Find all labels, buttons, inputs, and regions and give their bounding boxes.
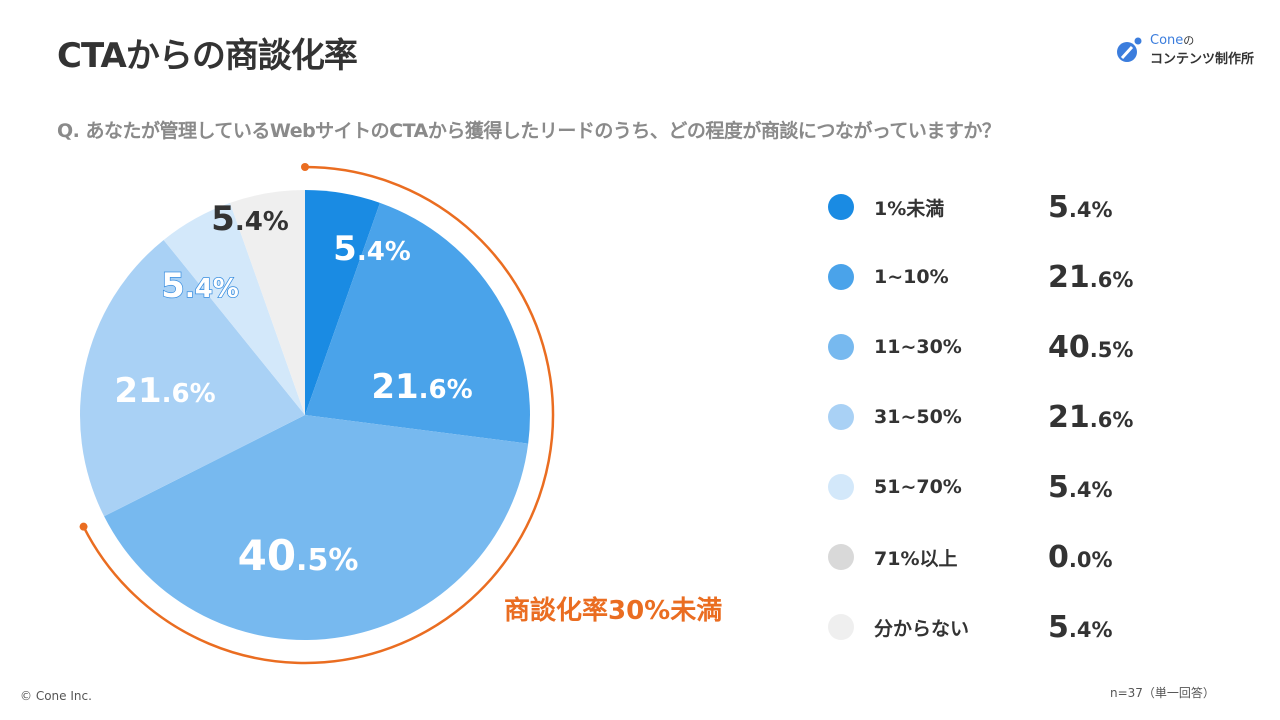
legend-swatch [828, 544, 854, 570]
slice-label-1: 21.6% [371, 367, 472, 407]
legend-swatch [828, 404, 854, 430]
logo-subtitle: コンテンツ制作所 [1150, 52, 1255, 67]
legend-item: 分からない 5.4% [828, 607, 1188, 647]
legend-value: 0.0% [1048, 539, 1113, 575]
logo-suffix: の [1183, 34, 1195, 47]
legend-value: 5.4% [1048, 609, 1113, 645]
logo: Coneの コンテンツ制作所 [1116, 32, 1254, 67]
annotation-arc-end-0 [301, 163, 309, 171]
legend-value: 21.6% [1048, 399, 1134, 435]
legend-label: 51~70% [874, 476, 962, 498]
legend-item: 11~30% 40.5% [828, 327, 1188, 367]
legend-value: 5.4% [1048, 469, 1113, 505]
legend-label: 分からない [874, 617, 970, 640]
legend-swatch [828, 614, 854, 640]
legend-swatch [828, 194, 854, 220]
pie-slice-0 [305, 190, 380, 415]
pie-slice-3 [79, 239, 305, 517]
slice-label-6: 5.4% [211, 199, 289, 239]
legend-label: 31~50% [874, 406, 962, 428]
slice-label-4: 5.4% [161, 266, 239, 306]
annotation-label: 商談化率30%未満 [504, 596, 723, 626]
slice-label-3: 21.6% [114, 371, 215, 411]
pie-slice-1 [305, 202, 530, 444]
copyright: © Cone Inc. [20, 689, 92, 703]
page-title: CTAからの商談化率 [57, 36, 358, 76]
legend-label: 11~30% [874, 336, 962, 358]
legend-value: 5.4% [1048, 189, 1113, 225]
legend-swatch [828, 474, 854, 500]
pie-slice-4 [163, 202, 305, 415]
legend-item: 1%未満 5.4% [828, 187, 1188, 227]
legend-item: 31~50% 21.6% [828, 397, 1188, 437]
question-text: Q. あなたが管理しているWebサイトのCTAから獲得したリードのうち、どの程度… [57, 120, 1001, 142]
slice-label-0: 5.4% [333, 229, 411, 269]
pie-slice-6 [230, 190, 305, 415]
annotation-arc-end-1 [79, 522, 88, 531]
logo-icon [1117, 37, 1142, 62]
legend-swatch [828, 334, 854, 360]
pie-chart: 5.4% 21.6% 40.5% 21.6% 5.4% 5.4% [79, 163, 555, 665]
legend-label: 1%未満 [874, 197, 945, 220]
legend-item: 71%以上 0.0% [828, 537, 1188, 577]
logo-brand: Cone [1150, 33, 1184, 48]
legend-value: 40.5% [1048, 329, 1134, 365]
legend-label: 71%以上 [874, 547, 958, 570]
legend-value: 21.6% [1048, 259, 1134, 295]
legend-swatch [828, 264, 854, 290]
annotation-arc [82, 165, 555, 665]
legend-item: 51~70% 5.4% [828, 467, 1188, 507]
slice-label-2: 40.5% [238, 531, 359, 580]
legend-item: 1~10% 21.6% [828, 257, 1188, 297]
pie-slice-2 [104, 415, 529, 641]
legend-label: 1~10% [874, 266, 949, 288]
sample-size: n=37（単一回答） [1110, 686, 1215, 700]
